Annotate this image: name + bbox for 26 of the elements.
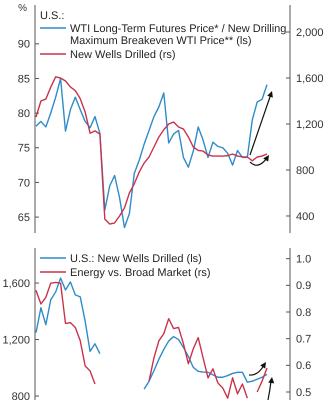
- legend-title: U.S.:: [40, 10, 64, 22]
- y-tick-label: 75: [18, 142, 30, 155]
- legend-label: WTI Long-Term Futures Price* / New Drilling Maximum Breakeven WTI Price** (ls): [70, 23, 286, 47]
- y-axis-title: %: [18, 3, 28, 14]
- y2-tick-label: 400: [296, 210, 314, 223]
- legend-label: New Wells Drilled (rs): [70, 49, 176, 61]
- legend-label: Energy vs. Broad Market (rs): [70, 267, 211, 279]
- y2-tick-label: 0.9: [296, 280, 312, 292]
- y-tick-label: 85: [18, 73, 30, 86]
- y2-tick-label: 1,200: [296, 118, 324, 131]
- y2-tick-label: 800: [296, 164, 314, 177]
- y2-tick-label: 0.7: [296, 334, 312, 346]
- y-tick-label: 1,200: [2, 334, 30, 346]
- y-tick-label: 90: [18, 38, 30, 51]
- y2-tick-label: 0.6: [296, 360, 312, 372]
- y-tick-label: 800: [12, 390, 30, 400]
- y-tick-label: 80: [18, 108, 30, 120]
- legend-label: U.S.: New Wells Drilled (ls): [70, 253, 202, 265]
- y2-tick-label: 1.0: [296, 254, 312, 266]
- y2-tick-label: 0.5: [296, 386, 312, 399]
- y2-tick-label: 2,000: [296, 26, 324, 39]
- y-tick-label: 1,600: [2, 278, 30, 290]
- y2-tick-label: 0.8: [296, 306, 312, 319]
- y-tick-label: 70: [18, 177, 30, 190]
- y2-tick-label: 1,600: [296, 72, 324, 85]
- y-tick-label: 65: [18, 212, 30, 224]
